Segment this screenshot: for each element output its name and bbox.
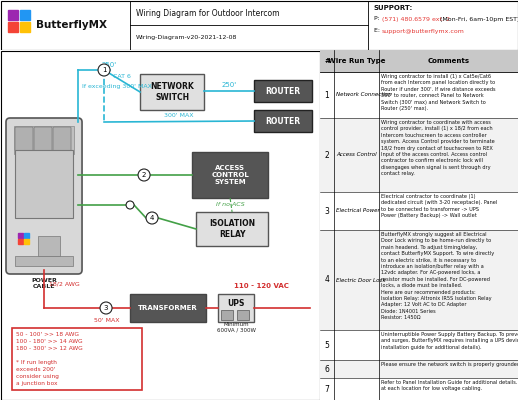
Bar — [14, 126, 74, 154]
Text: Wiring contractor to install (1) x Cat5e/Cat6
from each Intercom panel location : Wiring contractor to install (1) x Cat5e… — [381, 74, 496, 111]
Bar — [8, 10, 18, 20]
Bar — [15, 256, 73, 266]
Text: 2: 2 — [325, 150, 329, 160]
Text: Comments: Comments — [428, 58, 470, 64]
Text: If no ACS: If no ACS — [215, 202, 244, 208]
FancyBboxPatch shape — [53, 127, 71, 151]
Bar — [196, 212, 268, 246]
FancyBboxPatch shape — [15, 127, 33, 151]
Text: (571) 480.6579 ext. 2: (571) 480.6579 ext. 2 — [382, 16, 450, 22]
Text: 50 - 100' >> 18 AWG
100 - 180' >> 14 AWG
180 - 300' >> 12 AWG

* If run length
e: 50 - 100' >> 18 AWG 100 - 180' >> 14 AWG… — [16, 332, 83, 386]
Text: 110 - 120 VAC: 110 - 120 VAC — [234, 283, 289, 289]
Text: Minimum
600VA / 300W: Minimum 600VA / 300W — [217, 322, 255, 333]
Text: 50' MAX: 50' MAX — [94, 318, 120, 323]
Text: support@butterflymx.com: support@butterflymx.com — [382, 28, 465, 34]
Bar — [320, 230, 518, 330]
Bar — [237, 310, 249, 320]
Text: ROUTER: ROUTER — [266, 86, 300, 96]
Bar — [18, 239, 23, 244]
Text: 6: 6 — [325, 364, 329, 374]
Text: ISOLATION
RELAY: ISOLATION RELAY — [209, 219, 255, 239]
Bar — [254, 80, 312, 102]
Bar — [130, 294, 206, 322]
Text: 4: 4 — [325, 276, 329, 284]
Text: ROUTER: ROUTER — [266, 116, 300, 126]
Text: Electric Door Lock: Electric Door Lock — [336, 278, 385, 282]
Text: 2: 2 — [142, 172, 146, 178]
Text: Access Control: Access Control — [336, 152, 377, 158]
Bar — [18, 233, 23, 238]
FancyBboxPatch shape — [6, 118, 82, 274]
Circle shape — [100, 302, 112, 314]
Bar — [218, 294, 254, 322]
FancyBboxPatch shape — [34, 127, 52, 151]
Text: ButterflyMX strongly suggest all Electrical
Door Lock wiring to be home-run dire: ButterflyMX strongly suggest all Electri… — [381, 232, 495, 320]
Bar — [320, 378, 518, 400]
Bar — [15, 150, 73, 218]
Text: Uninterruptible Power Supply Battery Backup. To prevent voltage drops
and surges: Uninterruptible Power Supply Battery Bac… — [381, 332, 518, 350]
Text: UPS: UPS — [227, 298, 245, 308]
Circle shape — [98, 64, 110, 76]
Circle shape — [138, 169, 150, 181]
Bar — [140, 74, 204, 110]
Text: If exceeding 300' MAX: If exceeding 300' MAX — [82, 84, 152, 89]
Text: Network Connection: Network Connection — [336, 92, 392, 98]
Text: 4: 4 — [150, 215, 154, 221]
Text: 5: 5 — [325, 340, 329, 350]
Text: TRANSFORMER: TRANSFORMER — [138, 305, 198, 311]
Bar — [320, 360, 518, 378]
Text: Wire Run Type: Wire Run Type — [328, 58, 385, 64]
Text: 3: 3 — [325, 206, 329, 216]
Bar — [20, 22, 30, 32]
Text: P:: P: — [374, 16, 382, 22]
Text: ACCESS
CONTROL
SYSTEM: ACCESS CONTROL SYSTEM — [211, 165, 249, 185]
Text: POWER
CABLE: POWER CABLE — [31, 278, 57, 289]
Bar — [254, 110, 312, 132]
Text: (Mon-Fri, 6am-10pm EST): (Mon-Fri, 6am-10pm EST) — [438, 16, 518, 22]
Text: #: # — [324, 58, 330, 64]
Bar — [221, 310, 233, 320]
Text: 18/2 AWG: 18/2 AWG — [49, 281, 80, 286]
Text: Refer to Panel Installation Guide for additional details. Leave 6' service loop
: Refer to Panel Installation Guide for ad… — [381, 380, 518, 391]
Text: 250': 250' — [222, 82, 237, 88]
Text: E:: E: — [374, 28, 382, 34]
Text: 7: 7 — [325, 384, 329, 394]
Bar — [320, 50, 518, 72]
Text: Please ensure the network switch is properly grounded.: Please ensure the network switch is prop… — [381, 362, 518, 367]
Text: 3: 3 — [104, 305, 108, 311]
Text: 250': 250' — [102, 62, 117, 68]
Bar — [320, 118, 518, 192]
Circle shape — [126, 201, 134, 209]
Bar — [38, 236, 60, 256]
Text: SUPPORT:: SUPPORT: — [374, 5, 413, 11]
Text: CAT 6: CAT 6 — [113, 74, 131, 79]
Bar — [192, 152, 268, 198]
Bar — [12, 328, 142, 390]
Text: 1: 1 — [102, 67, 106, 73]
Bar — [24, 233, 29, 238]
Bar — [8, 22, 18, 32]
Text: ButterflyMX: ButterflyMX — [36, 20, 107, 30]
Bar — [24, 239, 29, 244]
Text: Wiring Diagram for Outdoor Intercom: Wiring Diagram for Outdoor Intercom — [136, 8, 280, 18]
Bar — [320, 330, 518, 360]
Bar — [20, 10, 30, 20]
Text: Wiring contractor to coordinate with access
control provider, install (1) x 18/2: Wiring contractor to coordinate with acc… — [381, 120, 495, 176]
Text: Electrical Power: Electrical Power — [336, 208, 380, 214]
Circle shape — [146, 212, 158, 224]
Text: NETWORK
SWITCH: NETWORK SWITCH — [150, 82, 194, 102]
Text: 1: 1 — [325, 90, 329, 100]
Text: Electrical contractor to coordinate (1)
dedicated circuit (with 3-20 receptacle): Electrical contractor to coordinate (1) … — [381, 194, 498, 218]
Text: Wiring-Diagram-v20-2021-12-08: Wiring-Diagram-v20-2021-12-08 — [136, 34, 237, 40]
Text: 300' MAX: 300' MAX — [164, 113, 194, 118]
Bar — [320, 72, 518, 118]
Bar — [320, 192, 518, 230]
